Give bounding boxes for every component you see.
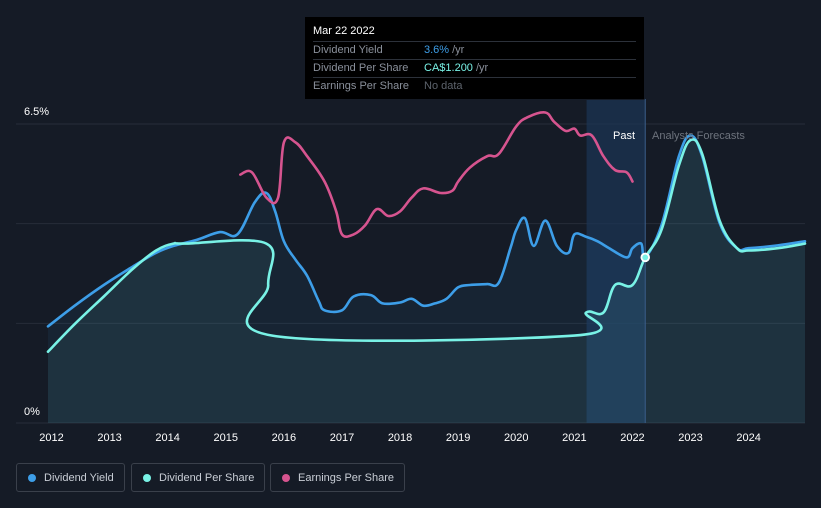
x-axis-tick-label: 2022 <box>620 432 644 444</box>
tooltip-label: Dividend Yield <box>313 44 383 56</box>
y-axis-top-label: 6.5% <box>24 106 50 118</box>
x-axis-tick-label: 2017 <box>330 432 354 444</box>
x-axis-tick-label: 2015 <box>214 432 238 444</box>
x-axis-tick-label: 2019 <box>446 432 470 444</box>
x-axis-tick-label: 2023 <box>678 432 702 444</box>
past-highlight-band <box>586 100 646 423</box>
x-axis-tick-label: 2024 <box>736 432 760 444</box>
legend-label: Dividend Yield <box>44 471 114 484</box>
tooltip-unit: /yr <box>475 62 489 74</box>
grid <box>16 123 805 424</box>
series-line <box>46 138 807 353</box>
tooltip-unit: /yr <box>452 44 465 56</box>
tooltip-row-dividend-yield: Dividend Yield 3.6% /yr <box>313 41 636 59</box>
x-axis-tick-label: 2020 <box>504 432 528 444</box>
legend-label: Dividend Per Share <box>159 471 255 484</box>
x-axis-tick-label: 2013 <box>97 432 121 444</box>
series-area <box>48 135 805 423</box>
legend-dividend-per-share[interactable]: Dividend Per Share <box>131 463 266 492</box>
tooltip-value: CA$1.200 <box>424 62 473 74</box>
tooltip-date: Mar 22 2022 <box>313 25 375 37</box>
x-axis-tick-label: 2012 <box>39 432 63 444</box>
dividend-per-share-marker <box>641 253 650 262</box>
hover-markers <box>640 252 650 263</box>
x-axis-tick-label: 2014 <box>155 432 179 444</box>
legend-label: Earnings Per Share <box>298 471 394 484</box>
past-label: Past <box>613 130 636 142</box>
x-axis-tick-label: 2021 <box>562 432 586 444</box>
series-areas <box>48 135 805 423</box>
tooltip-value: No data <box>424 80 463 92</box>
series-line <box>239 111 634 238</box>
tooltip-panel: Mar 22 2022 Dividend Yield 3.6% /yr Divi… <box>305 17 644 99</box>
forecasts-label: Analysts Forecasts <box>652 130 745 142</box>
tooltip-label: Earnings Per Share <box>313 80 409 92</box>
legend-dot-icon <box>28 473 36 482</box>
tooltip-label: Dividend Per Share <box>313 62 409 74</box>
legend-earnings-per-share[interactable]: Earnings Per Share <box>270 463 405 492</box>
legend-dot-icon <box>282 473 290 482</box>
tooltip-row-earnings-per-share: Earnings Per Share No data <box>313 77 636 95</box>
tooltip-row-dividend-per-share: Dividend Per Share CA$1.200 /yr <box>313 59 636 77</box>
x-axis-tick-labels: 2012 2013 2014 2015 2016 2017 2018 2019 2020 2021… <box>39 432 761 444</box>
tooltip-value: 3.6% <box>424 44 450 56</box>
series-area <box>48 139 805 423</box>
series-lines <box>46 111 807 353</box>
x-axis-tick-label: 2018 <box>388 432 412 444</box>
legend-dot-icon <box>143 473 151 482</box>
y-axis-bottom-label: 0% <box>24 406 40 418</box>
x-axis-tick-label: 2016 <box>272 432 296 444</box>
legend-dividend-yield[interactable]: Dividend Yield <box>16 463 125 492</box>
